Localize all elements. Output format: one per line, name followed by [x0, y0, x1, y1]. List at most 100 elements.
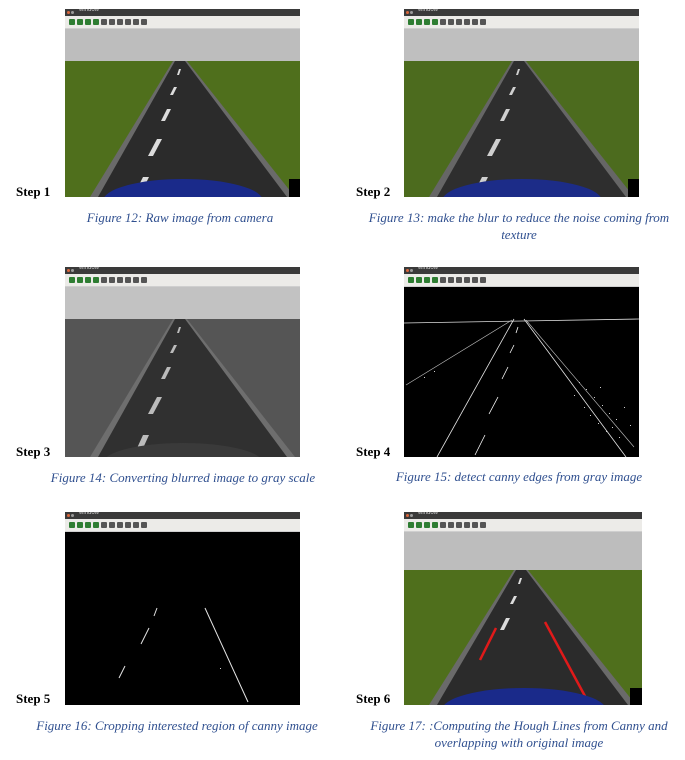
toolbar-button-icon[interactable] — [93, 19, 99, 25]
window-titlebar[interactable]: window — [404, 267, 639, 274]
toolbar-button-icon[interactable] — [456, 19, 462, 25]
toolbar-button-icon[interactable] — [408, 522, 414, 528]
toolbar-button-icon[interactable] — [416, 277, 422, 283]
close-icon[interactable] — [67, 514, 70, 517]
toolbar-button-icon[interactable] — [456, 522, 462, 528]
toolbar-button-icon[interactable] — [472, 277, 478, 283]
window-step-6: window — [404, 512, 642, 705]
step-label: Step 3 — [16, 444, 51, 459]
camera-view — [65, 29, 300, 197]
window-titlebar[interactable]: window — [404, 9, 639, 16]
minimize-icon[interactable] — [410, 514, 413, 517]
toolbar-button-icon[interactable] — [464, 19, 470, 25]
toolbar-button-icon[interactable] — [117, 277, 123, 283]
step-label: Step 2 — [356, 184, 391, 199]
toolbar-button-icon[interactable] — [472, 522, 478, 528]
toolbar — [65, 519, 300, 532]
toolbar-button-icon[interactable] — [69, 522, 75, 528]
toolbar-button-icon[interactable] — [93, 277, 99, 283]
minimize-icon[interactable] — [71, 514, 74, 517]
window-titlebar[interactable]: window — [404, 512, 642, 519]
window-titlebar[interactable]: window — [65, 9, 300, 16]
toolbar-button-icon[interactable] — [440, 522, 446, 528]
toolbar-button-icon[interactable] — [109, 19, 115, 25]
window-title: window — [79, 512, 100, 516]
step-label: Step 5 — [16, 691, 51, 706]
close-icon[interactable] — [67, 269, 70, 272]
toolbar-button-icon[interactable] — [77, 277, 83, 283]
toolbar-button-icon[interactable] — [456, 277, 462, 283]
toolbar-button-icon[interactable] — [69, 19, 75, 25]
step-label: Step 6 — [356, 691, 391, 706]
toolbar-button-icon[interactable] — [432, 522, 438, 528]
toolbar-button-icon[interactable] — [464, 277, 470, 283]
toolbar-button-icon[interactable] — [125, 522, 131, 528]
toolbar-button-icon[interactable] — [424, 522, 430, 528]
toolbar-button-icon[interactable] — [424, 19, 430, 25]
toolbar-button-icon[interactable] — [416, 19, 422, 25]
toolbar-button-icon[interactable] — [117, 522, 123, 528]
minimize-icon[interactable] — [410, 11, 413, 14]
toolbar-button-icon[interactable] — [85, 277, 91, 283]
toolbar-button-icon[interactable] — [448, 277, 454, 283]
window-step-2: window — [404, 9, 639, 197]
toolbar-button-icon[interactable] — [133, 522, 139, 528]
toolbar-button-icon[interactable] — [133, 19, 139, 25]
toolbar-button-icon[interactable] — [125, 277, 131, 283]
toolbar-button-icon[interactable] — [69, 277, 75, 283]
canny-view — [404, 287, 639, 457]
window-titlebar[interactable]: window — [65, 267, 300, 274]
toolbar-button-icon[interactable] — [448, 19, 454, 25]
toolbar-button-icon[interactable] — [464, 522, 470, 528]
toolbar-button-icon[interactable] — [424, 277, 430, 283]
minimize-icon[interactable] — [71, 269, 74, 272]
toolbar-button-icon[interactable] — [408, 19, 414, 25]
figure-caption: Figure 15: detect canny edges from gray … — [395, 469, 643, 484]
figure-caption: Figure 17: :Computing the Hough Lines fr… — [370, 718, 668, 750]
toolbar-button-icon[interactable] — [125, 19, 131, 25]
toolbar-button-icon[interactable] — [408, 277, 414, 283]
toolbar-button-icon[interactable] — [472, 19, 478, 25]
blurred-view — [404, 29, 639, 197]
close-icon[interactable] — [406, 11, 409, 14]
toolbar-button-icon[interactable] — [77, 19, 83, 25]
toolbar-button-icon[interactable] — [101, 19, 107, 25]
toolbar-button-icon[interactable] — [480, 19, 486, 25]
toolbar-button-icon[interactable] — [440, 277, 446, 283]
toolbar-button-icon[interactable] — [109, 277, 115, 283]
toolbar-button-icon[interactable] — [101, 522, 107, 528]
close-icon[interactable] — [67, 11, 70, 14]
toolbar-button-icon[interactable] — [416, 522, 422, 528]
toolbar-button-icon[interactable] — [77, 522, 83, 528]
toolbar-button-icon[interactable] — [85, 522, 91, 528]
toolbar-button-icon[interactable] — [480, 522, 486, 528]
cropped-view — [65, 532, 300, 705]
toolbar-button-icon[interactable] — [101, 277, 107, 283]
window-titlebar[interactable]: window — [65, 512, 300, 519]
toolbar — [404, 519, 642, 532]
toolbar-button-icon[interactable] — [109, 522, 115, 528]
toolbar-button-icon[interactable] — [141, 19, 147, 25]
toolbar — [404, 274, 639, 287]
toolbar-button-icon[interactable] — [141, 277, 147, 283]
toolbar-button-icon[interactable] — [448, 522, 454, 528]
figure-caption: Figure 13: make the blur to reduce the n… — [368, 210, 670, 242]
toolbar-button-icon[interactable] — [432, 277, 438, 283]
toolbar-button-icon[interactable] — [440, 19, 446, 25]
step-label: Step 4 — [356, 444, 391, 459]
figure-caption: Figure 16: Cropping interested region of… — [36, 718, 318, 733]
close-icon[interactable] — [406, 269, 409, 272]
toolbar-button-icon[interactable] — [133, 277, 139, 283]
toolbar-button-icon[interactable] — [141, 522, 147, 528]
window-step-4: window — [404, 267, 639, 457]
close-icon[interactable] — [406, 514, 409, 517]
minimize-icon[interactable] — [410, 269, 413, 272]
toolbar-button-icon[interactable] — [117, 19, 123, 25]
toolbar-button-icon[interactable] — [432, 19, 438, 25]
minimize-icon[interactable] — [71, 11, 74, 14]
toolbar — [404, 16, 639, 29]
toolbar-button-icon[interactable] — [85, 19, 91, 25]
toolbar-button-icon[interactable] — [93, 522, 99, 528]
toolbar-button-icon[interactable] — [480, 277, 486, 283]
window-step-5: window — [65, 512, 300, 705]
